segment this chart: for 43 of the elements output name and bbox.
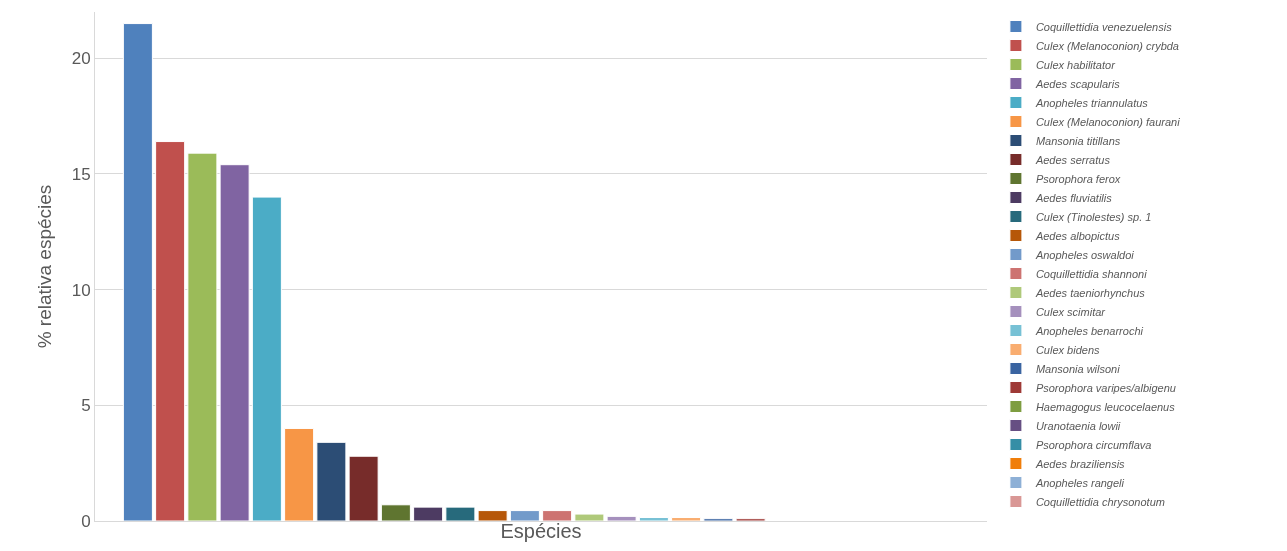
y-tick-label: 5 <box>81 396 91 416</box>
bar <box>509 510 540 521</box>
bar <box>284 427 315 521</box>
legend-label: Psorophora ferox <box>1035 172 1121 185</box>
legend-label: Culex (Melanoconion) faurani <box>1035 115 1181 128</box>
y-tick-label: 0 <box>81 511 91 531</box>
legend-label: Aedes fluviatilis <box>1034 191 1113 204</box>
legend-label: Anopheles rangeli <box>1034 476 1125 489</box>
x-axis-title: Espécies <box>500 519 582 542</box>
legend-label: Uranotaenia lowii <box>1035 419 1121 432</box>
bar <box>542 510 573 521</box>
bar <box>638 517 669 521</box>
legend-label: Anopheles triannulatus <box>1034 96 1149 109</box>
bar <box>413 506 444 521</box>
legend-label: Culex habilitator <box>1035 58 1117 71</box>
legend-label: Coquillettidia chrysonotum <box>1035 495 1165 508</box>
legend-label: Psorophora varipes/albigenu <box>1035 381 1176 394</box>
legend-label: Culex (Melanoconion) crybda <box>1035 39 1179 52</box>
bar <box>251 196 282 521</box>
legend-label: Culex scimitar <box>1035 305 1107 318</box>
bar <box>671 517 702 521</box>
y-tick-label: 15 <box>71 164 91 184</box>
legend-label: Psorophora circumflava <box>1035 438 1152 451</box>
legend-label: Anopheles benarrochi <box>1034 324 1144 337</box>
legend-label: Culex (Tinolestes) sp. 1 <box>1035 210 1152 223</box>
bar <box>380 504 411 521</box>
legend-label: Aedes serratus <box>1034 153 1111 166</box>
legend-label: Coquillettidia shannoni <box>1035 267 1148 280</box>
legend-label: Aedes scapularis <box>1034 77 1121 90</box>
legend-label: Aedes taeniorhynchus <box>1034 286 1146 299</box>
y-axis-title: % relativa espécies <box>33 184 55 349</box>
bar <box>155 141 186 521</box>
legend-label: Mansonia wilsoni <box>1035 362 1121 375</box>
legend-label: Mansonia titillans <box>1035 134 1121 147</box>
legend-label: Aedes braziliensis <box>1034 457 1126 470</box>
legend-label: Anopheles oswaldoi <box>1034 248 1135 261</box>
legend-label: Culex bidens <box>1035 343 1101 356</box>
bar <box>122 23 153 521</box>
y-tick-label: 20 <box>71 49 91 69</box>
legend-label: Aedes albopictus <box>1034 229 1121 242</box>
legend-label: Haemagogus leucocelaenus <box>1035 400 1176 413</box>
legend-label: Coquillettidia venezuelensis <box>1035 20 1173 33</box>
y-tick-label: 10 <box>71 280 91 300</box>
